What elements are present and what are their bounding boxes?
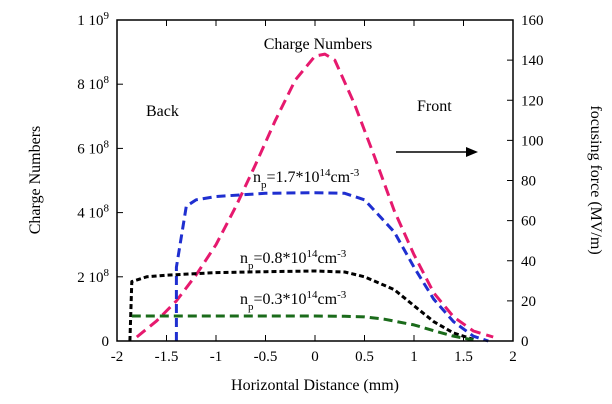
x-tick-label: 1 bbox=[410, 349, 418, 365]
y-right-tick-label: 140 bbox=[521, 53, 544, 69]
y-left-tick-label: 4 108 bbox=[77, 203, 109, 222]
y-left-tick-label: 2 108 bbox=[77, 267, 109, 286]
annotation-np-mid: np=0.8*1014cm-3 bbox=[240, 248, 347, 272]
annotation-back: Back bbox=[146, 103, 179, 120]
annotation-front: Front bbox=[417, 98, 452, 115]
y-right-tick-label: 60 bbox=[521, 214, 536, 230]
x-tick-label: 1.5 bbox=[454, 349, 473, 365]
y-left-tick-label: 0 bbox=[102, 334, 110, 350]
annotation-np-high: np=1.7*1014cm-3 bbox=[253, 167, 360, 191]
series-line-4 bbox=[131, 314, 474, 342]
svg-text:np=0.8*1014cm-3: np=0.8*1014cm-3 bbox=[240, 248, 347, 272]
annotation-np-low: np=0.3*1014cm-3 bbox=[240, 289, 347, 313]
y-left-tick-label: 6 108 bbox=[77, 138, 109, 157]
y-left-tick-label: 8 108 bbox=[77, 74, 109, 93]
x-tick-label: 0 bbox=[311, 349, 319, 365]
svg-text:np=1.7*1014cm-3: np=1.7*1014cm-3 bbox=[253, 167, 360, 191]
y-axis-left-label: Charge Numbers bbox=[27, 126, 44, 235]
x-tick-label: -1 bbox=[210, 349, 223, 365]
x-tick-label: -1.5 bbox=[155, 349, 179, 365]
arrow-right-icon bbox=[396, 147, 478, 157]
y-right-tick-label: 80 bbox=[521, 174, 536, 190]
y-right-tick-label: 20 bbox=[521, 294, 536, 310]
x-tick-label: 0.5 bbox=[355, 349, 374, 365]
y-axis-right-label: focusing force (MV/m) bbox=[587, 105, 604, 254]
series-line-2 bbox=[174, 191, 489, 343]
x-tick-label: -0.5 bbox=[254, 349, 278, 365]
x-axis-label: Horizontal Distance (mm) bbox=[231, 377, 399, 394]
series-line-1 bbox=[135, 52, 494, 339]
series-layer bbox=[128, 52, 494, 343]
series-line-3 bbox=[128, 269, 474, 342]
x-tick-label: 2 bbox=[509, 349, 517, 365]
y-right-tick-label: 0 bbox=[521, 334, 529, 350]
y-right-tick-label: 120 bbox=[521, 93, 544, 109]
y-right-tick-label: 160 bbox=[521, 13, 544, 29]
svg-text:np=0.3*1014cm-3: np=0.3*1014cm-3 bbox=[240, 289, 347, 313]
y-left-tick-label: 1 109 bbox=[77, 10, 109, 29]
x-tick-label: -2 bbox=[111, 349, 124, 365]
y-right-tick-label: 40 bbox=[521, 254, 536, 270]
chart-title: Charge Numbers bbox=[264, 36, 373, 53]
y-right-tick-label: 100 bbox=[521, 133, 544, 149]
